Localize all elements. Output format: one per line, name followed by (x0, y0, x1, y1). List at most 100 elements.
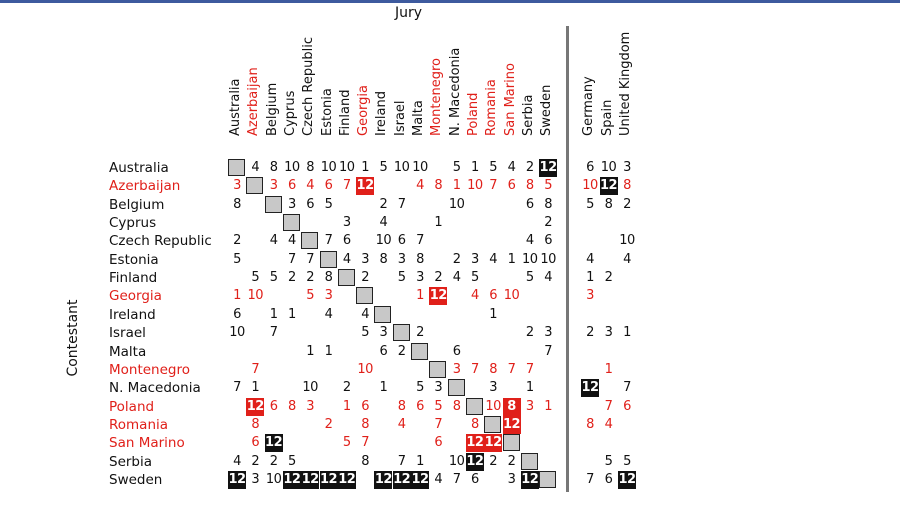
score-cell: 10 (582, 178, 598, 194)
score-cell: 2 (452, 251, 461, 267)
score-cell: 5 (306, 288, 315, 304)
score-cell: 3 (507, 471, 516, 487)
score-cell: 3 (379, 325, 388, 341)
row-label: Belgium (109, 196, 165, 213)
score-cell: 2 (361, 270, 369, 286)
score-cell: 6 (452, 343, 461, 359)
score-cell: 3 (525, 398, 534, 414)
score-cell: 5 (544, 178, 552, 194)
score-cell: 7 (586, 471, 594, 487)
score-cell: 4 (471, 288, 479, 304)
column-header: Malta (411, 100, 426, 136)
score-cell: 8 (604, 196, 613, 212)
score-cell: 4 (489, 251, 498, 267)
column-header: Poland (465, 92, 481, 136)
score-cell: 2 (623, 196, 631, 212)
score-cell: 4 (269, 233, 278, 249)
score-cell: 1 (507, 251, 516, 267)
score-cell: 1 (544, 398, 552, 414)
score-cell: 1 (489, 306, 498, 322)
score-cell: 7 (306, 251, 315, 267)
score-cell: 10 (619, 233, 635, 249)
column-header: United Kingdom (618, 31, 633, 136)
score-cell: 4 (544, 270, 552, 286)
score-cell: 10 (412, 160, 428, 175)
score-cell: 5 (416, 380, 424, 396)
row-label: Australia (109, 160, 169, 176)
score-cell: 2 (269, 453, 278, 469)
column-header: Georgia (356, 85, 372, 136)
score-cell: 5 (251, 270, 260, 286)
score-cell: 12 (581, 379, 599, 398)
score-cell: 6 (489, 288, 498, 304)
diagonal-cell (465, 397, 483, 415)
row-label: Serbia (109, 453, 153, 470)
score-cell: 8 (324, 270, 333, 286)
diagonal-cell (539, 470, 557, 488)
row-label: Poland (109, 398, 155, 415)
score-cell: 3 (416, 270, 424, 286)
score-cell: 7 (397, 453, 406, 469)
score-cell: 7 (269, 325, 278, 341)
score-cell: 2 (434, 270, 443, 286)
column-header: Israel (392, 100, 408, 136)
score-cell: 10 (284, 160, 300, 175)
score-cell: 8 (416, 251, 424, 267)
score-cell: 6 (324, 178, 333, 194)
section-divider (566, 26, 569, 492)
score-cell: 1 (233, 288, 241, 304)
score-cell: 7 (623, 380, 631, 396)
score-cell: 12 (618, 470, 636, 489)
row-label: Cyprus (109, 215, 157, 232)
score-cell: 10 (229, 325, 245, 341)
row-label: Estonia (109, 251, 159, 268)
diagonal-cell (374, 305, 392, 323)
diagonal-cell (484, 415, 502, 433)
score-cell: 12 (337, 470, 356, 489)
score-cell: 1 (604, 361, 613, 377)
score-cell: 12 (411, 470, 429, 489)
score-cell: 2 (489, 453, 498, 469)
score-cell: 2 (324, 416, 333, 432)
score-cell: 8 (502, 397, 521, 416)
diagonal-cell (246, 177, 264, 195)
score-cell: 2 (379, 196, 388, 212)
column-header: Montenegro (429, 57, 445, 136)
score-cell: 2 (586, 325, 594, 341)
score-cell: 10 (357, 361, 373, 377)
score-cell: 5 (269, 270, 278, 286)
score-cell: 3 (306, 398, 315, 414)
score-cell: 7 (544, 343, 552, 359)
score-cell: 6 (544, 233, 552, 249)
score-cell: 5 (623, 453, 631, 469)
score-cell: 3 (604, 325, 613, 341)
score-cell: 5 (434, 398, 443, 414)
score-cell: 5 (452, 160, 461, 175)
score-cell: 4 (416, 178, 424, 194)
score-cell: 2 (604, 270, 613, 286)
score-cell: 6 (342, 233, 351, 249)
row-label: Israel (109, 325, 146, 342)
score-cell: 4 (623, 251, 631, 267)
score-cell: 3 (452, 361, 461, 377)
score-cell: 1 (269, 306, 278, 322)
score-cell: 7 (233, 380, 241, 396)
score-cell: 1 (586, 270, 594, 286)
diagonal-cell (282, 214, 300, 232)
diagonal-cell (356, 287, 374, 305)
score-cell: 10 (393, 160, 410, 175)
score-cell: 4 (586, 251, 594, 267)
diagonal-cell (392, 324, 410, 342)
score-cell: 12 (465, 452, 484, 471)
score-cell: 1 (416, 453, 424, 469)
score-cell: 5 (361, 325, 369, 341)
score-cell: 3 (397, 251, 406, 267)
score-cell: 8 (452, 398, 461, 414)
score-cell: 7 (288, 251, 296, 267)
score-cell: 5 (525, 270, 534, 286)
score-cell: 8 (361, 416, 369, 432)
column-header: Belgium (264, 82, 280, 136)
score-cell: 5 (489, 160, 498, 175)
score-cell: 8 (434, 178, 443, 194)
score-cell: 1 (324, 343, 333, 359)
